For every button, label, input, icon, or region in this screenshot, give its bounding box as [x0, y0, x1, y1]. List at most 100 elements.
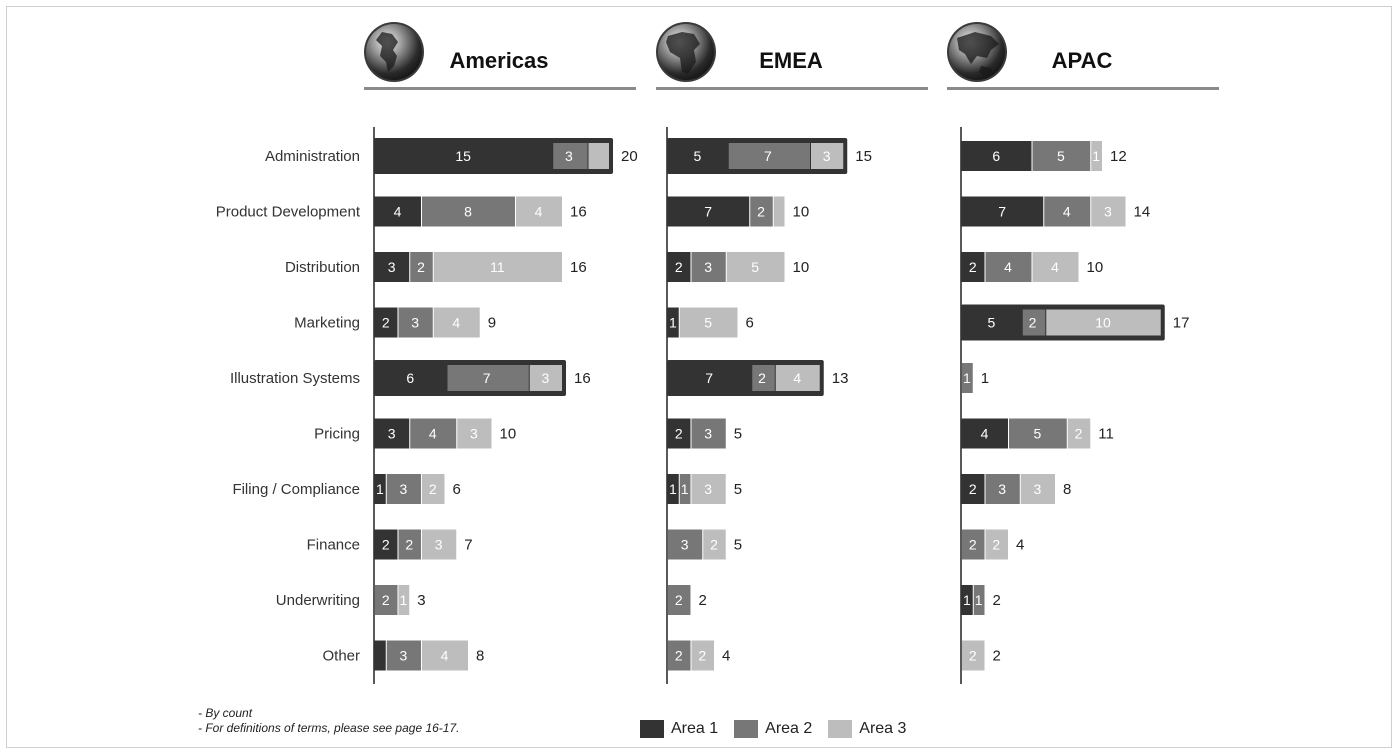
legend-label-area-1: Area 1 — [671, 720, 719, 737]
bar-apac-filing-compliance-area-1 — [961, 474, 985, 504]
bar-label-americas-distribution-area-1: 3 — [388, 259, 396, 275]
total-label-emea-marketing: 6 — [746, 315, 754, 332]
bar-apac-underwriting-area-1 — [961, 585, 973, 615]
bar-label-emea-finance-area-3: 2 — [710, 537, 718, 553]
bar-label-emea-pricing-area-1: 2 — [675, 426, 683, 442]
chart-frame — [6, 6, 1392, 748]
legend-swatch-area-3 — [828, 720, 853, 738]
total-label-emea-illustration-systems: 13 — [832, 370, 849, 387]
total-label-apac-illustration-systems: 1 — [981, 370, 989, 387]
category-label-marketing: Marketing — [294, 315, 360, 332]
category-label-illustration-systems: Illustration Systems — [230, 370, 360, 387]
bar-label-americas-underwriting-area-2: 2 — [382, 592, 390, 608]
category-label-filing-compliance: Filing / Compliance — [232, 481, 360, 498]
total-label-apac-finance: 4 — [1016, 537, 1024, 554]
bar-label-apac-filing-compliance-area-1: 2 — [969, 481, 977, 497]
chart-notes: - By count - For definitions of terms, p… — [198, 706, 459, 736]
bar-label-apac-product-development-area-3: 3 — [1104, 204, 1112, 220]
bar-label-americas-other-area-3: 4 — [441, 648, 449, 664]
bar-emea-product-development-area-1 — [667, 196, 750, 227]
panel-title-apac: APAC — [1052, 48, 1113, 73]
bar-apac-product-development-area-1 — [961, 196, 1044, 227]
bar-americas-product-development-area-2 — [422, 196, 515, 227]
panel-underline-americas — [364, 87, 636, 90]
bar-label-apac-underwriting-area-1: 1 — [963, 592, 971, 608]
bar-label-emea-filing-compliance-area-3: 3 — [704, 481, 712, 497]
bar-americas-other-area-2 — [386, 640, 421, 671]
bar-apac-administration-area-1 — [961, 141, 1032, 171]
bar-americas-distribution-area-3 — [433, 252, 562, 282]
bar-americas-filing-compliance-area-1 — [374, 474, 386, 504]
bar-label-apac-filing-compliance-area-2: 3 — [998, 481, 1006, 497]
category-label-product-development: Product Development — [216, 204, 361, 221]
panel-title-americas: Americas — [449, 48, 548, 73]
category-label-underwriting: Underwriting — [276, 592, 360, 609]
bar-emea-product-development-area-2 — [750, 196, 773, 227]
bar-label-emea-illustration-systems-area-1: 7 — [705, 370, 713, 386]
bar-label-apac-finance-area-3: 2 — [992, 537, 1000, 553]
bar-label-emea-distribution-area-2: 3 — [704, 259, 712, 275]
legend-label-area-3: Area 3 — [859, 720, 907, 737]
bar-americas-filing-compliance-area-3 — [422, 474, 445, 504]
total-label-apac-marketing: 17 — [1173, 315, 1190, 332]
bar-apac-pricing-area-1 — [961, 418, 1008, 449]
total-label-americas-marketing: 9 — [488, 315, 496, 332]
bar-label-americas-pricing-area-3: 3 — [470, 426, 478, 442]
bar-americas-distribution-area-1 — [374, 252, 410, 282]
total-label-emea-underwriting: 2 — [699, 592, 707, 609]
bar-label-americas-illustration-systems-area-1: 6 — [406, 370, 414, 386]
bar-label-apac-administration-area-1: 6 — [992, 148, 1000, 164]
bar-americas-illustration-systems-area-1 — [376, 365, 447, 391]
total-label-americas-other: 8 — [476, 648, 484, 665]
bar-label-emea-administration-area-2: 7 — [764, 148, 772, 164]
bar-apac-finance-area-2 — [962, 529, 985, 560]
bar-label-americas-distribution-area-3: 11 — [490, 259, 505, 275]
total-label-emea-finance: 5 — [734, 537, 742, 554]
total-label-americas-administration: 20 — [621, 148, 638, 165]
bar-label-emea-distribution-area-3: 5 — [751, 259, 759, 275]
bar-emea-administration-area-1 — [669, 143, 728, 169]
bar-label-apac-pricing-area-1: 4 — [981, 426, 989, 442]
bar-americas-marketing-area-1 — [374, 307, 398, 338]
bar-apac-marketing-area-2 — [1022, 309, 1046, 336]
bar-apac-administration-area-2 — [1032, 141, 1091, 171]
bar-label-emea-pricing-area-2: 3 — [704, 426, 712, 442]
bar-americas-administration-area-1 — [376, 143, 553, 169]
bar-label-americas-marketing-area-1: 2 — [382, 315, 390, 331]
total-label-emea-filing-compliance: 5 — [734, 481, 742, 498]
bar-label-emea-product-development-area-1: 7 — [704, 204, 712, 220]
bar-label-apac-distribution-area-3: 4 — [1051, 259, 1059, 275]
bar-apac-underwriting-area-2 — [973, 585, 985, 615]
bar-americas-pricing-area-3 — [457, 418, 492, 449]
bar-label-emea-filing-compliance-area-1: 1 — [669, 481, 677, 497]
total-label-americas-illustration-systems: 16 — [574, 370, 591, 387]
bar-apac-pricing-area-2 — [1009, 418, 1067, 449]
total-label-americas-finance: 7 — [464, 537, 472, 554]
bar-label-americas-other-area-2: 3 — [399, 648, 407, 664]
legend-item-area-3: Area 3 — [828, 720, 906, 738]
total-label-americas-product-development: 16 — [570, 204, 587, 221]
bar-label-americas-finance-area-3: 3 — [435, 537, 443, 553]
legend-item-area-1: Area 1 — [640, 720, 718, 738]
legend-item-area-2: Area 2 — [734, 720, 812, 738]
total-label-apac-other: 2 — [993, 648, 1001, 665]
bar-label-apac-pricing-area-2: 5 — [1033, 426, 1041, 442]
total-label-emea-distribution: 10 — [793, 259, 810, 276]
bar-label-apac-product-development-area-1: 7 — [998, 204, 1006, 220]
bar-emea-illustration-systems-area-1 — [669, 365, 752, 391]
bar-label-apac-pricing-area-3: 2 — [1075, 426, 1083, 442]
bar-label-americas-filing-compliance-area-1: 1 — [376, 481, 384, 497]
bar-apac-product-development-area-3 — [1091, 196, 1126, 227]
bar-label-emea-underwriting-area-2: 2 — [675, 592, 683, 608]
bar-americas-product-development-area-3 — [516, 196, 562, 227]
bar-americas-illustration-systems-area-3 — [529, 365, 562, 391]
total-label-emea-pricing: 5 — [734, 426, 742, 443]
legend-swatch-area-2 — [734, 720, 759, 738]
bar-label-apac-administration-area-2: 5 — [1057, 148, 1065, 164]
bar-label-americas-marketing-area-2: 3 — [411, 315, 419, 331]
bar-label-emea-marketing-area-3: 5 — [704, 315, 712, 331]
bar-label-emea-other-area-3: 2 — [698, 648, 706, 664]
bar-label-apac-marketing-area-2: 2 — [1029, 315, 1037, 331]
